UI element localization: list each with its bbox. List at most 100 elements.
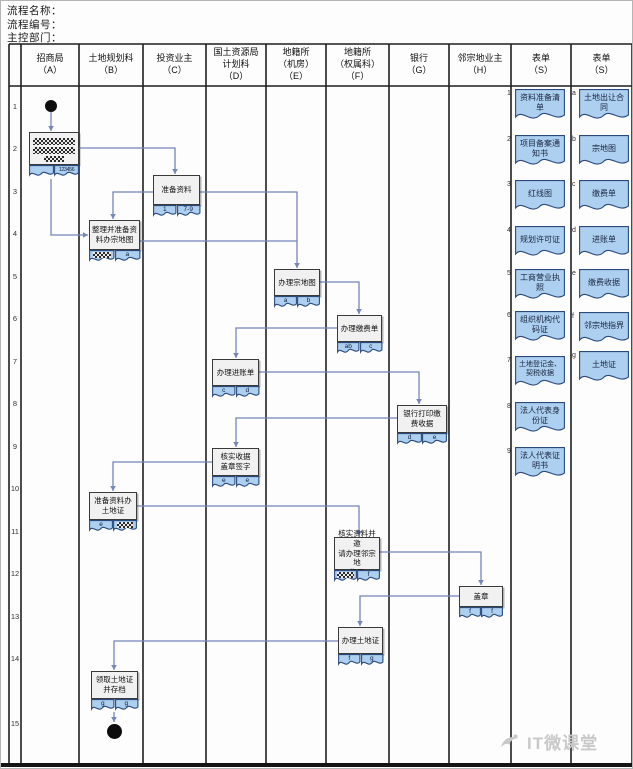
activity-box: 盖章: [459, 586, 503, 607]
lane-header-7: 银行 （G）: [406, 53, 432, 75]
row-number: 13: [10, 612, 20, 621]
process-number-label: 流程编号：: [7, 18, 62, 31]
form-doc-index: c: [572, 181, 576, 188]
lane-header-9: 表单 （S）: [528, 53, 553, 75]
form-doc-index: 5: [507, 270, 511, 277]
activity-form-tab: 7-9: [176, 205, 201, 218]
form-doc: 资料准备清 单: [515, 89, 565, 123]
form-doc-label: 法人代表证 明书: [520, 451, 560, 470]
activity-form-tab: c: [359, 342, 383, 355]
form-doc-label: 规划许可证: [520, 235, 560, 244]
form-doc-index: 7: [507, 357, 511, 364]
form-doc-label: 组织机构代 码证: [520, 315, 560, 334]
row-number: 15: [10, 719, 20, 728]
form-doc-label: 资料准备清 单: [520, 93, 560, 112]
censored-mosaic: [92, 252, 111, 258]
activity-box: 办理宗地图: [274, 269, 320, 296]
activity-form-tab: 123456: [54, 165, 79, 178]
lane-header-4: 国土资源局 计划科 （D）: [213, 47, 259, 81]
form-doc: 邻宗地指界: [579, 312, 629, 346]
activity-form-tab-label: 7-9: [183, 205, 193, 213]
activity-form-tab: g: [114, 699, 139, 712]
activity-form-tab-label: e: [432, 433, 437, 441]
activity-form-tab: a: [114, 250, 141, 263]
activity-box-censored: [29, 132, 79, 165]
activity-form-tab: c: [212, 386, 236, 399]
form-doc: 工商营业执 照: [515, 269, 565, 303]
censored-mosaic: [337, 572, 354, 578]
activity-form-tab-label: f: [348, 654, 351, 662]
row-number: 4: [12, 229, 18, 238]
form-doc-label: 法人代表身 份证: [520, 406, 560, 425]
form-doc-label: 土地登记金、 契税收据: [519, 361, 561, 377]
row-number: 1: [12, 102, 18, 111]
activity-form-tab: [89, 250, 115, 263]
activity-form-tab: f: [357, 570, 380, 583]
form-doc-index: 4: [507, 227, 511, 234]
lane-header-1: 招商局 （A）: [36, 53, 64, 75]
activity-form-tab: e: [89, 520, 113, 533]
activity-box: 核实收据 盖章签字: [212, 448, 259, 476]
activity-box: 准备资料: [153, 175, 200, 205]
activity-form-tab-label: e: [99, 520, 103, 528]
start-node: [45, 100, 57, 112]
lane-header-8: 邻宗地业主 （H）: [457, 53, 503, 75]
activity-form-tab: ab: [337, 342, 360, 355]
form-doc-index: f: [572, 313, 574, 320]
form-doc-label: 工商营业执 照: [520, 273, 560, 292]
form-doc-label: 红线图: [528, 189, 552, 198]
form-doc: 法人代表证 明书: [515, 447, 565, 481]
form-doc-index: 6: [507, 312, 511, 319]
form-doc-label: 宗地图: [592, 144, 616, 153]
activity-form-tab-label: ab: [344, 342, 352, 350]
activity-form-tab: f: [481, 607, 503, 620]
activity-form-tab-label: g: [369, 654, 374, 662]
row-number: 12: [10, 569, 20, 578]
activity-form-tab-label: f: [469, 607, 471, 615]
activity-form-tab: d: [397, 433, 422, 446]
activity-form-tab-label: a: [283, 296, 288, 304]
activity-form-tab-label: e: [221, 476, 226, 484]
lane-header-3: 投资业主 （C）: [156, 53, 193, 75]
form-doc: 组织机构代 码证: [515, 311, 565, 345]
lane-header-5: 地籍所 （机房） （E）: [277, 47, 314, 81]
form-doc-index: 8: [507, 403, 511, 410]
activity-form-tab-label: f: [367, 570, 370, 578]
activity-form-tab: b: [297, 296, 320, 309]
activity-form-tab-label: e: [245, 476, 250, 484]
form-doc: 宗地图: [579, 135, 629, 169]
activity-form-tab-label: 1: [162, 205, 167, 213]
process-name-label: 流程名称：: [7, 5, 62, 17]
row-number: 14: [10, 654, 20, 663]
activity-form-tab-label: b: [306, 296, 311, 304]
end-node: [106, 723, 122, 739]
censored-mosaic: [33, 147, 75, 154]
form-doc-index: e: [572, 270, 576, 277]
watermark-text: IT微课堂: [527, 734, 599, 753]
watermark-logo: IT微课堂: [498, 729, 598, 754]
form-doc-index: 3: [507, 181, 511, 188]
activity-box: 办理进账单: [212, 359, 259, 386]
activity-box: 领取土地证 并存档: [91, 671, 138, 699]
process-info-block: 流程名称： 流程编号： 主控部门：: [7, 5, 62, 46]
form-doc-label: 进账单: [592, 235, 616, 244]
form-doc-index: 1: [507, 90, 511, 97]
activity-form-tab-label: [30, 165, 53, 175]
form-doc-index: a: [572, 90, 576, 97]
lane-header-2: 土地规划科 （B）: [88, 53, 134, 75]
row-number: 3: [12, 187, 18, 196]
row-number: 10: [10, 484, 20, 493]
row-number: 9: [12, 442, 18, 451]
form-doc: 法人代表身 份证: [515, 402, 565, 436]
form-doc-label: 缴费收据: [588, 278, 620, 287]
activity-form-tab: f: [459, 607, 481, 620]
form-doc-index: b: [572, 136, 576, 143]
activity-box: 办理土地证: [338, 627, 383, 654]
activity-form-tab-label: c: [369, 342, 373, 350]
form-doc-label: 邻宗地指界: [584, 321, 624, 330]
form-doc: 土地登记金、 契税收据: [515, 356, 565, 390]
activity-box: 办理缴费单: [337, 315, 382, 342]
activity-form-tab-label: a: [125, 250, 130, 258]
